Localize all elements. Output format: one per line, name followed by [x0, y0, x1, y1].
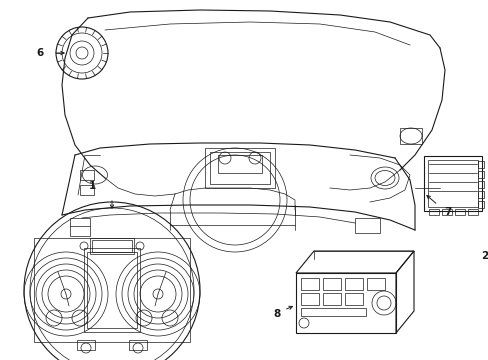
Bar — [477, 180, 483, 188]
Bar — [77, 340, 95, 350]
Bar — [323, 293, 340, 305]
Bar — [92, 240, 132, 252]
Bar — [427, 159, 477, 207]
Bar — [399, 128, 421, 144]
Bar — [345, 293, 362, 305]
Text: 7: 7 — [444, 207, 451, 217]
Text: 2: 2 — [480, 251, 488, 261]
Text: 8: 8 — [273, 309, 280, 319]
Bar — [80, 170, 94, 180]
Bar — [87, 252, 137, 328]
Bar — [34, 238, 190, 342]
Bar — [323, 278, 340, 290]
Bar — [477, 171, 483, 177]
Bar — [295, 273, 395, 333]
Bar — [423, 156, 481, 211]
Bar — [209, 152, 269, 184]
Bar — [218, 155, 262, 173]
Bar — [477, 161, 483, 167]
Bar — [301, 278, 318, 290]
Bar — [80, 185, 94, 195]
Bar — [454, 208, 464, 215]
Bar — [84, 248, 140, 332]
Bar — [467, 208, 477, 215]
Bar — [90, 238, 134, 254]
Bar — [477, 190, 483, 198]
Bar — [204, 148, 274, 188]
Bar — [441, 208, 451, 215]
Bar — [301, 308, 365, 316]
Text: 1: 1 — [88, 181, 96, 191]
Bar — [301, 293, 318, 305]
Bar — [477, 201, 483, 207]
Bar — [366, 278, 384, 290]
Text: 6: 6 — [36, 48, 43, 58]
Bar — [428, 208, 438, 215]
Bar — [70, 218, 90, 236]
Bar — [354, 218, 379, 233]
Bar — [345, 278, 362, 290]
Bar — [129, 340, 147, 350]
